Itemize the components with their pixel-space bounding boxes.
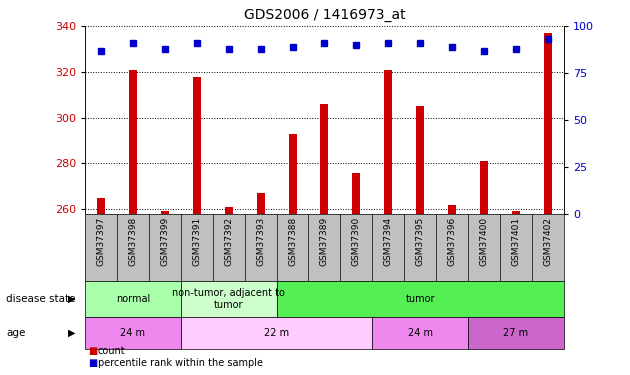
Bar: [468, 317, 564, 349]
Text: age: age: [6, 328, 26, 338]
Text: GSM37395: GSM37395: [416, 217, 425, 266]
Bar: [129, 70, 137, 214]
Text: GSM37394: GSM37394: [384, 217, 392, 266]
Bar: [321, 104, 328, 214]
Bar: [416, 106, 424, 214]
Bar: [384, 70, 392, 214]
Bar: [85, 281, 181, 317]
Text: GSM37396: GSM37396: [448, 217, 457, 266]
Bar: [85, 317, 181, 349]
Bar: [181, 317, 372, 349]
Text: normal: normal: [116, 294, 150, 304]
Text: GSM37393: GSM37393: [256, 217, 265, 266]
Bar: [480, 161, 488, 214]
Text: ▶: ▶: [68, 294, 76, 304]
Text: GSM37400: GSM37400: [479, 217, 488, 266]
Bar: [512, 211, 520, 214]
Bar: [277, 281, 564, 317]
Text: 22 m: 22 m: [264, 328, 289, 338]
Text: GSM37391: GSM37391: [192, 217, 201, 266]
Text: ■: ■: [88, 358, 98, 368]
Bar: [161, 211, 169, 214]
Bar: [193, 76, 201, 214]
Bar: [181, 281, 277, 317]
Text: count: count: [98, 346, 125, 355]
Text: ▶: ▶: [68, 328, 76, 338]
Bar: [97, 198, 105, 214]
Text: disease state: disease state: [6, 294, 76, 304]
Text: GSM37398: GSM37398: [129, 217, 137, 266]
Text: GSM37390: GSM37390: [352, 217, 361, 266]
Text: ■: ■: [88, 346, 98, 355]
Text: 24 m: 24 m: [120, 328, 146, 338]
Text: GSM37392: GSM37392: [224, 217, 233, 266]
Title: GDS2006 / 1416973_at: GDS2006 / 1416973_at: [244, 9, 405, 22]
Text: 24 m: 24 m: [408, 328, 433, 338]
Text: GSM37389: GSM37389: [320, 217, 329, 266]
Bar: [225, 207, 232, 214]
Bar: [256, 193, 265, 214]
Text: GSM37397: GSM37397: [96, 217, 105, 266]
Text: GSM37401: GSM37401: [512, 217, 520, 266]
Text: GSM37402: GSM37402: [544, 217, 553, 266]
Text: tumor: tumor: [406, 294, 435, 304]
Text: non-tumor, adjacent to
tumor: non-tumor, adjacent to tumor: [172, 288, 285, 310]
Bar: [372, 317, 468, 349]
Bar: [448, 205, 456, 214]
Text: GSM37388: GSM37388: [288, 217, 297, 266]
Text: percentile rank within the sample: percentile rank within the sample: [98, 358, 263, 368]
Bar: [289, 134, 297, 214]
Bar: [544, 33, 552, 214]
Bar: [352, 172, 360, 214]
Text: GSM37399: GSM37399: [161, 217, 169, 266]
Text: 27 m: 27 m: [503, 328, 529, 338]
